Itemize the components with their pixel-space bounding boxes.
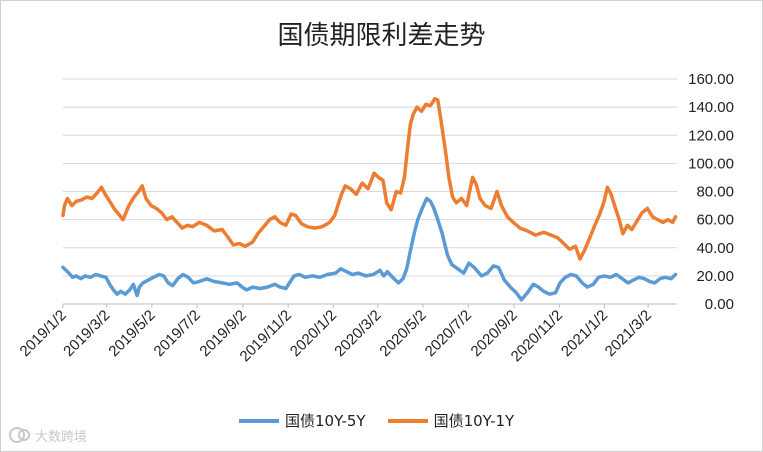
watermark-logo-icon (9, 427, 30, 443)
series-line-1 (61, 96, 678, 261)
legend-label-10y-1y: 国债10Y-1Y (433, 412, 515, 430)
x-tick-label-0: 2019/1/2 (17, 307, 70, 360)
x-tick-label-1: 2019/3/2 (60, 307, 113, 360)
y-tick-label-7: 140.00 (688, 99, 734, 116)
x-tick-label-13: 2021/3/2 (602, 307, 655, 360)
y-tick-label-0: 0.00 (705, 296, 734, 313)
x-tick-label-3: 2019/7/2 (151, 307, 204, 360)
y-tick-label-4: 80.00 (696, 184, 734, 201)
y-tick-label-2: 40.00 (696, 240, 734, 257)
series-line-0 (61, 196, 678, 302)
y-tick-label-1: 20.00 (696, 268, 734, 285)
legend: 国债10Y-5Y 国债10Y-1Y (239, 410, 536, 431)
legend-swatch-10y-5y (239, 418, 279, 423)
legend-item-10y-1y: 国债10Y-1Y (387, 410, 515, 431)
x-tick-label-6: 2020/1/2 (287, 307, 340, 360)
legend-swatch-10y-1y (387, 418, 428, 423)
y-tick-label-3: 60.00 (696, 212, 734, 229)
y-tick-label-6: 120.00 (688, 127, 734, 144)
x-tick-label-12: 2021/1/2 (558, 307, 611, 360)
legend-item-10y-5y: 国债10Y-5Y (239, 410, 366, 431)
y-tick-label-8: 160.00 (688, 71, 734, 88)
legend-label-10y-5y: 国债10Y-5Y (285, 412, 366, 430)
x-tick-label-2: 2019/5/2 (105, 307, 158, 360)
y-tick-label-5: 100.00 (688, 155, 734, 172)
watermark-text: 大数跨境 (35, 429, 88, 445)
x-tick-label-8: 2020/5/2 (376, 307, 429, 360)
x-tick-label-9: 2020/7/2 (422, 307, 475, 360)
chart-title: 国债期限利差走势 (277, 21, 486, 51)
x-tick-label-7: 2020/3/2 (331, 307, 384, 360)
watermark: 大数跨境 (8, 425, 87, 445)
